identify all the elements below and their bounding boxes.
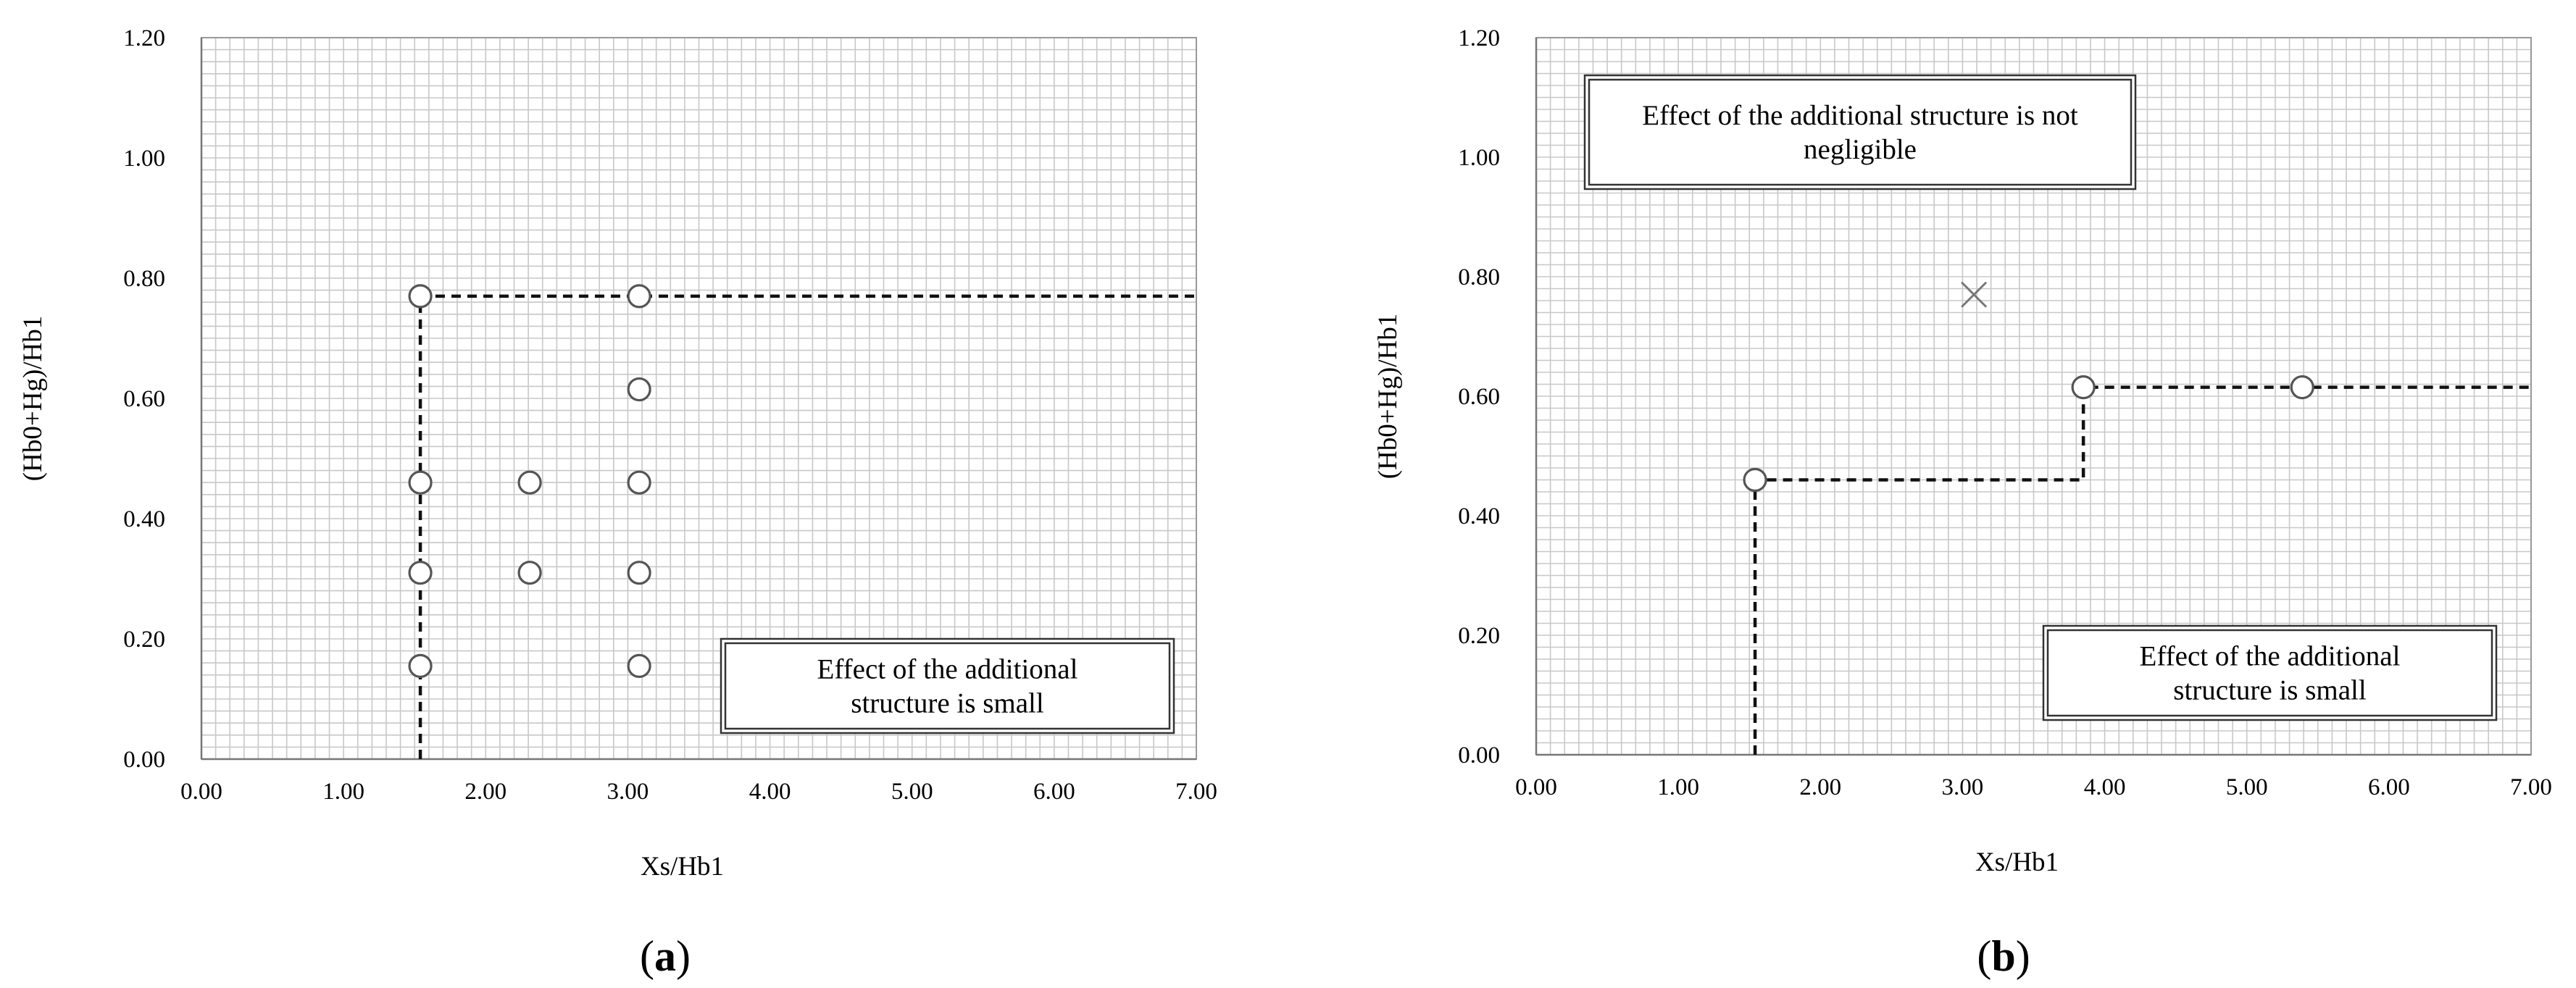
cross-stroke [1961,281,1988,308]
x-axis-label: Xs/Hb1 [641,852,724,882]
annotation-text: structure is small [2173,675,2367,706]
data-point-circle [2071,375,2096,400]
x-tick-label: 4.00 [749,779,791,805]
x-tick-label: 7.00 [1175,779,1217,805]
annotation-border-inner [724,642,1171,730]
data-point-circle [627,561,651,585]
x-tick-label: 2.00 [1799,774,1841,800]
annotation-text: structure is small [851,688,1044,719]
data-point-circle [627,653,651,678]
x-tick-label: 7.00 [2510,774,2552,800]
y-tick-label: 0.60 [1458,384,1500,410]
data-point-circle [517,470,542,495]
annotation-border-outer [720,637,1175,734]
y-tick-label: 0.60 [123,386,165,412]
y-axis-label: (Hb0+Hg)/Hb1 [18,316,48,481]
data-point-circle [408,470,433,495]
panel-label-close: ) [676,932,691,980]
y-tick-label: 0.40 [1458,503,1500,529]
y-tick-label: 0.80 [1458,264,1500,290]
data-point-cross [1961,281,1988,308]
annotation-text: Effect of the additional [2140,641,2401,672]
panel-label: (b) [1977,932,2030,980]
x-tick-label: 4.00 [2084,774,2126,800]
data-point-circle [627,377,651,402]
data-point-circle [1743,467,1767,493]
panel-label: (a) [640,932,691,980]
y-axis-label: (Hb0+Hg)/Hb1 [1373,314,1403,479]
x-tick-label: 0.00 [180,779,222,805]
x-tick-label: 1.00 [322,779,364,805]
panel-label-letter: b [1991,932,2015,980]
x-tick-label: 3.00 [607,779,649,805]
data-point-circle [627,284,651,309]
series-markers [408,284,651,678]
data-point-circle [408,561,433,585]
series-markers [1743,375,2314,493]
x-tick-label: 6.00 [1033,779,1075,805]
y-tick-label: 0.20 [123,627,165,653]
x-tick-label: 5.00 [2226,774,2268,800]
x-tick-label: 5.00 [891,779,933,805]
x-tick-label: 2.00 [464,779,507,805]
panel-label-open: ( [640,932,654,980]
annotation-text: Effect of the additional structure is no… [1642,100,2078,131]
y-tick-label: 1.20 [1458,25,1500,51]
x-tick-label: 3.00 [1942,774,1984,800]
panel-label-letter: a [654,932,676,980]
data-point-circle [627,470,651,495]
annotation-border-outer [1583,74,2137,191]
y-tick-label: 0.00 [1458,742,1500,769]
data-point-circle [2290,375,2314,400]
y-tick-label: 0.00 [123,747,165,773]
series-markers [1961,281,1988,308]
x-axis-label: Xs/Hb1 [1975,847,2059,877]
y-tick-label: 1.20 [123,25,165,51]
x-axis-ticks: 0.00 1.00 2.00 3.00 4.00 5.00 6.00 7.00 [1515,774,2552,800]
y-axis-ticks: 0.00 0.20 0.40 0.60 0.80 1.00 1.20 [1458,25,1500,769]
data-point-circle [408,284,433,309]
chart-panel-b: 0.00 1.00 2.00 3.00 4.00 5.00 6.00 7.00 0.00 0.20… [1373,25,2552,980]
annotation-text: Effect of the additional [817,654,1078,685]
boundary-line [1753,385,2531,755]
y-axis-ticks: 0.00 0.20 0.40 0.60 0.80 1.00 1.20 [123,25,165,773]
y-tick-label: 1.00 [1458,145,1500,171]
y-tick-label: 1.00 [123,146,165,172]
panel-label-close: ) [2016,932,2030,980]
x-tick-label: 0.00 [1515,774,1557,800]
y-tick-label: 0.20 [1458,623,1500,649]
x-axis-ticks: 0.00 1.00 2.00 3.00 4.00 5.00 6.00 7.00 [180,779,1217,805]
annotation-border-outer [2042,624,2498,721]
y-tick-label: 0.40 [123,506,165,532]
y-tick-label: 0.80 [123,266,165,292]
annotation-border-inner [1588,78,2133,186]
chart-panel-a: 0.00 1.00 2.00 3.00 4.00 5.00 6.00 7.00 0.00 0.20… [18,25,1217,980]
data-point-circle [408,653,433,678]
panel-label-open: ( [1977,932,1991,980]
annotation-border-inner [2046,629,2493,717]
data-point-circle [517,561,542,585]
annotation-text: negligible [1804,134,1917,165]
annotation-box: Effect of the additional structure is no… [1583,74,2137,191]
x-tick-label: 6.00 [2368,774,2410,800]
x-tick-label: 1.00 [1657,774,1699,800]
